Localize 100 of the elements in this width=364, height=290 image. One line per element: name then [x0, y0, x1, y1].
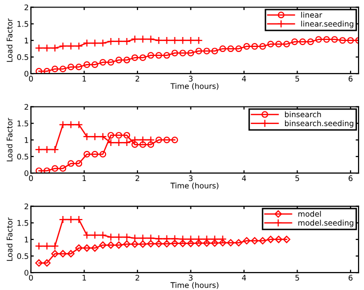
point [194, 235, 203, 244]
point [139, 141, 146, 148]
point [82, 231, 91, 240]
point [154, 234, 163, 243]
point [131, 240, 139, 248]
point [43, 259, 51, 267]
point [75, 244, 83, 252]
point [100, 150, 106, 158]
point [106, 138, 115, 147]
point [299, 38, 306, 46]
point [227, 45, 234, 52]
point [106, 37, 115, 46]
point [114, 138, 123, 147]
point [67, 250, 75, 258]
point [203, 239, 210, 247]
point [58, 216, 67, 224]
point [50, 44, 59, 52]
point [147, 52, 154, 59]
point [315, 36, 322, 43]
point [98, 132, 107, 141]
point [123, 132, 130, 139]
point [170, 36, 179, 44]
point [122, 37, 131, 46]
point [60, 66, 66, 72]
point [162, 234, 171, 243]
point [131, 141, 138, 148]
point [146, 136, 155, 144]
point [186, 235, 195, 244]
point [138, 136, 147, 144]
point [274, 236, 282, 244]
point [227, 239, 234, 246]
point [44, 68, 50, 74]
point [66, 42, 75, 50]
point [42, 44, 51, 52]
point [291, 38, 298, 46]
point [178, 235, 187, 244]
point [283, 40, 290, 48]
point [171, 50, 178, 56]
point [82, 39, 91, 48]
point [99, 241, 107, 249]
point [194, 36, 203, 44]
point [106, 233, 115, 242]
point [74, 216, 83, 224]
point [92, 150, 98, 158]
point [147, 141, 154, 148]
point [211, 48, 218, 54]
point [130, 35, 139, 44]
point [36, 68, 42, 74]
point [76, 64, 82, 70]
point [108, 132, 114, 139]
point [219, 45, 226, 52]
point [234, 239, 242, 246]
point [186, 36, 195, 44]
point [251, 43, 258, 50]
point [107, 241, 115, 249]
point [122, 233, 131, 242]
point [211, 239, 218, 247]
point [275, 40, 282, 48]
point [154, 36, 163, 44]
point [60, 165, 66, 172]
point [84, 150, 90, 158]
point [42, 242, 51, 250]
point [76, 160, 82, 167]
point [90, 39, 99, 48]
point [155, 136, 162, 144]
point [98, 39, 107, 48]
point [146, 234, 155, 242]
point [179, 50, 186, 56]
point [83, 244, 91, 252]
point [170, 234, 179, 243]
point [74, 42, 83, 50]
point [210, 235, 219, 244]
point [218, 235, 227, 244]
point [100, 58, 106, 66]
point [116, 56, 122, 64]
point [347, 37, 354, 44]
point [98, 231, 107, 240]
point [339, 37, 346, 44]
point [84, 61, 90, 68]
point [258, 237, 266, 244]
point [139, 240, 146, 248]
point [123, 240, 131, 248]
point [163, 52, 170, 59]
point [66, 120, 75, 129]
point [171, 136, 178, 144]
point [50, 146, 59, 154]
point [66, 216, 75, 224]
point [203, 48, 210, 54]
point [115, 241, 123, 249]
point [139, 54, 146, 61]
point [187, 50, 194, 56]
point [58, 42, 67, 50]
point [259, 43, 266, 50]
point [114, 233, 123, 242]
point [90, 231, 99, 240]
point [138, 234, 147, 242]
point [74, 120, 83, 129]
point [82, 132, 91, 141]
point [34, 44, 43, 52]
point [179, 240, 186, 248]
